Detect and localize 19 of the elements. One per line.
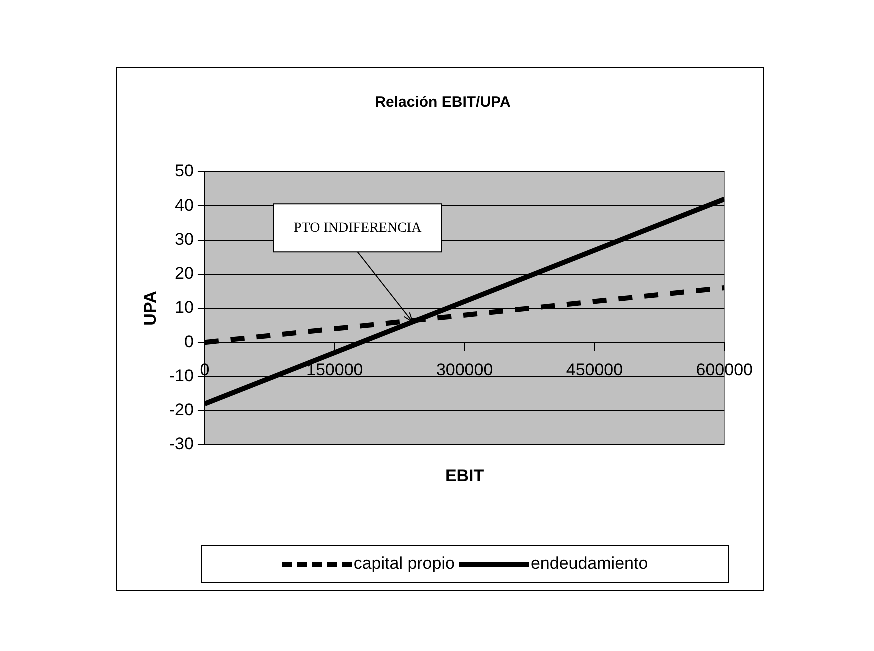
legend-label: capital propio xyxy=(354,554,455,574)
y-tick-label: 10 xyxy=(175,298,194,318)
annotation: PTO INDIFERENCIA xyxy=(294,220,423,236)
y-tick-label: -30 xyxy=(169,434,194,454)
y-tick-label: -10 xyxy=(169,366,194,386)
y-tick-label: 20 xyxy=(175,264,194,284)
y-tick-label: 30 xyxy=(175,230,194,249)
y-tick-label: 0 xyxy=(184,332,194,352)
x-tick-label: 600000 xyxy=(696,360,754,380)
legend-label: endeudamiento xyxy=(530,554,648,574)
x-axis-title: EBIT xyxy=(445,466,485,486)
x-tick-label: 450000 xyxy=(566,360,624,380)
y-axis-title: UPA xyxy=(140,291,160,326)
x-tick-label: 150000 xyxy=(306,360,364,380)
y-tick-label: 50 xyxy=(175,162,194,181)
y-tick-label: -20 xyxy=(169,400,194,420)
y-tick-label: 40 xyxy=(175,196,194,215)
x-tick-label: 300000 xyxy=(436,360,494,380)
chart-title: Relación EBIT/UPA xyxy=(375,94,511,112)
